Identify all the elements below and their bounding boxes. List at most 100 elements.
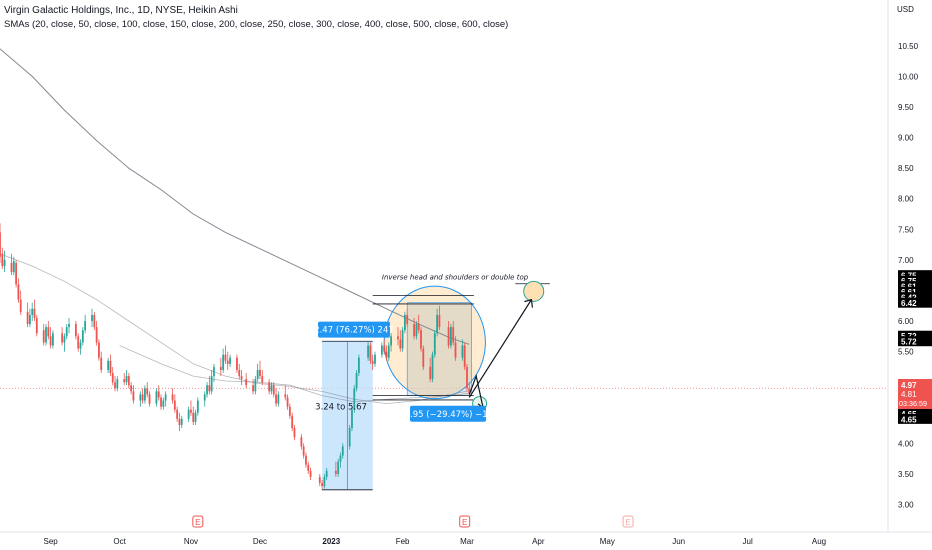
candle[interactable] (45, 324, 47, 346)
candle[interactable] (339, 452, 342, 468)
candle[interactable] (275, 388, 277, 407)
candle[interactable] (213, 363, 215, 383)
candle[interactable] (109, 354, 112, 377)
candle[interactable] (369, 342, 372, 364)
candle[interactable] (31, 302, 34, 322)
candle[interactable] (98, 339, 100, 361)
candle[interactable] (433, 330, 436, 358)
candle[interactable] (325, 467, 328, 481)
candle[interactable] (300, 434, 303, 450)
candle[interactable] (63, 333, 66, 352)
candle[interactable] (353, 385, 356, 413)
candle[interactable] (357, 354, 360, 377)
candle[interactable] (321, 480, 323, 490)
candle[interactable] (33, 299, 36, 322)
target-circle[interactable] (523, 280, 545, 302)
candle[interactable] (208, 376, 211, 395)
candle[interactable] (447, 321, 450, 349)
candle[interactable] (422, 345, 425, 370)
candle[interactable] (240, 369, 243, 386)
candle[interactable] (17, 278, 20, 303)
candle[interactable] (371, 354, 374, 370)
candle[interactable] (114, 376, 116, 392)
candle[interactable] (390, 333, 392, 352)
candle[interactable] (77, 333, 80, 352)
candle[interactable] (351, 406, 353, 432)
candle[interactable] (42, 324, 45, 346)
candle[interactable] (35, 314, 38, 337)
candle[interactable] (380, 342, 383, 358)
candle[interactable] (463, 342, 466, 370)
candle[interactable] (252, 379, 254, 395)
candle[interactable] (210, 369, 213, 395)
candle[interactable] (107, 357, 110, 374)
candle[interactable] (238, 363, 241, 380)
candle[interactable] (61, 327, 64, 346)
candle[interactable] (139, 391, 142, 407)
candle[interactable] (164, 391, 167, 407)
candle[interactable] (1, 247, 4, 270)
candle[interactable] (47, 321, 50, 340)
candle[interactable] (132, 385, 135, 404)
candle[interactable] (162, 397, 165, 410)
candle[interactable] (309, 467, 312, 481)
candle[interactable] (468, 382, 471, 398)
candle[interactable] (171, 388, 174, 404)
candle[interactable] (219, 357, 222, 377)
candle[interactable] (291, 412, 294, 432)
candle[interactable] (334, 461, 337, 477)
candle[interactable] (403, 311, 406, 334)
earnings-marker[interactable]: E (622, 515, 634, 528)
candle[interactable] (420, 327, 422, 352)
candle[interactable] (144, 385, 146, 404)
candle[interactable] (93, 311, 96, 331)
candle[interactable] (387, 342, 390, 361)
candle[interactable] (123, 373, 126, 386)
candle[interactable] (100, 351, 103, 374)
candle[interactable] (65, 324, 68, 340)
candle[interactable] (160, 394, 162, 410)
candle[interactable] (222, 348, 225, 374)
candle[interactable] (270, 382, 273, 395)
candle[interactable] (10, 253, 13, 276)
candle[interactable] (75, 321, 77, 340)
candle[interactable] (305, 452, 307, 468)
candle[interactable] (19, 290, 22, 315)
candle[interactable] (157, 385, 160, 401)
candle[interactable] (206, 382, 208, 398)
candle[interactable] (141, 388, 144, 404)
candle[interactable] (436, 308, 438, 337)
candle[interactable] (461, 339, 464, 361)
candle[interactable] (178, 412, 181, 432)
candle[interactable] (15, 259, 18, 288)
candle[interactable] (176, 406, 179, 422)
earnings-marker[interactable]: E (192, 515, 204, 528)
candle[interactable] (116, 376, 119, 392)
candle[interactable] (284, 385, 287, 401)
candle[interactable] (68, 317, 70, 334)
candle[interactable] (429, 357, 432, 383)
candle[interactable] (454, 336, 457, 361)
candle[interactable] (293, 424, 296, 441)
candle[interactable] (385, 345, 388, 361)
candle[interactable] (406, 308, 409, 328)
candle[interactable] (256, 363, 259, 383)
candle[interactable] (367, 341, 369, 361)
candle[interactable] (203, 391, 206, 407)
candle[interactable] (277, 391, 280, 407)
candle[interactable] (236, 354, 238, 374)
candle[interactable] (95, 321, 98, 346)
candle[interactable] (323, 473, 326, 489)
candle[interactable] (431, 351, 434, 383)
sma-indicator-label[interactable]: SMAs (20, close, 50, close, 100, close, … (4, 19, 509, 30)
candle[interactable] (125, 369, 128, 386)
candle[interactable] (91, 308, 93, 328)
candle[interactable] (374, 351, 376, 367)
candle[interactable] (383, 339, 386, 355)
candle[interactable] (12, 256, 15, 276)
candle[interactable] (397, 327, 399, 346)
candle[interactable] (52, 330, 54, 349)
candle[interactable] (0, 223, 1, 263)
candle[interactable] (194, 409, 197, 425)
